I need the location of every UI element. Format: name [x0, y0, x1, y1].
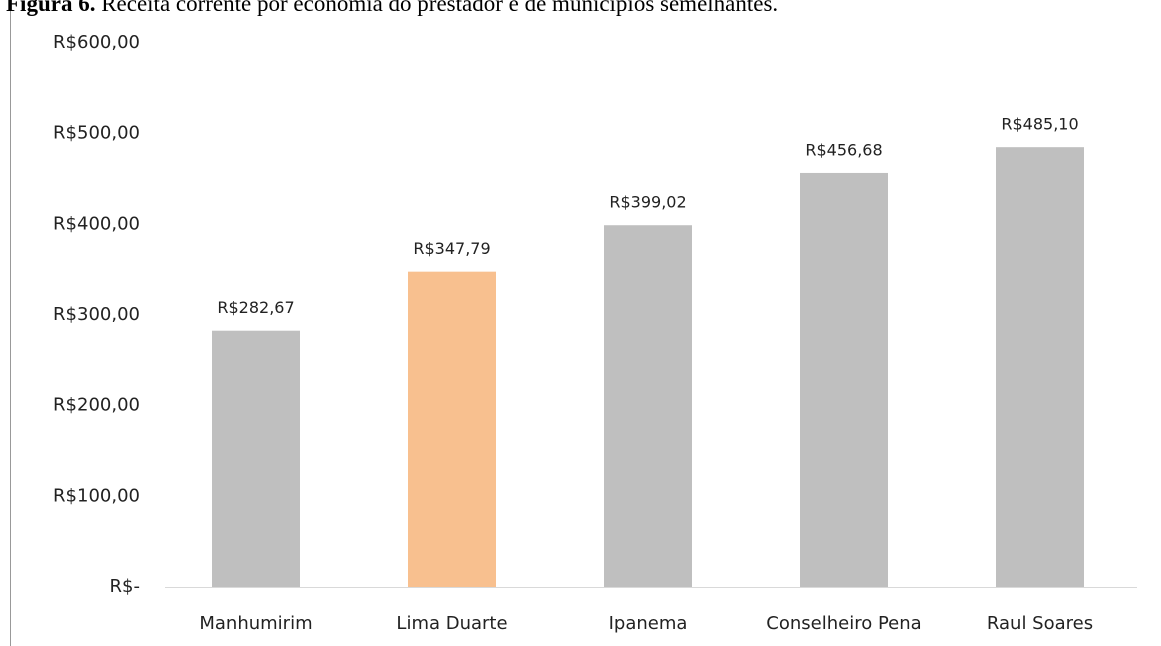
value-label: R$282,67	[217, 298, 294, 317]
chart-title: Figura 6. Receita corrente por economia …	[6, 0, 778, 16]
title-text: Receita corrente por economia do prestad…	[101, 0, 778, 16]
x-tick-label: Raul Soares	[987, 613, 1093, 634]
y-tick-label: R$100,00	[53, 485, 140, 506]
y-tick-label: R$600,00	[53, 32, 140, 53]
y-tick-label: R$-	[110, 576, 140, 597]
value-label: R$456,68	[805, 140, 882, 159]
y-tick-label: R$500,00	[53, 123, 140, 144]
value-label: R$347,79	[413, 239, 490, 258]
y-tick-label: R$300,00	[53, 304, 140, 325]
value-label: R$485,10	[1001, 115, 1078, 134]
y-tick-label: R$400,00	[53, 213, 140, 234]
y-tick-label: R$200,00	[53, 395, 140, 416]
bar	[604, 225, 692, 587]
value-label: R$399,02	[609, 193, 686, 212]
bar	[800, 172, 888, 587]
x-tick-label: Manhumirim	[199, 613, 312, 634]
bar	[408, 271, 496, 587]
title-label: Figura 6.	[6, 0, 95, 16]
x-tick-label: Conselheiro Pena	[766, 613, 921, 634]
x-tick-label: Lima Duarte	[396, 613, 507, 634]
bar	[996, 147, 1084, 587]
x-tick-label: Ipanema	[609, 613, 688, 634]
bar	[212, 330, 300, 587]
